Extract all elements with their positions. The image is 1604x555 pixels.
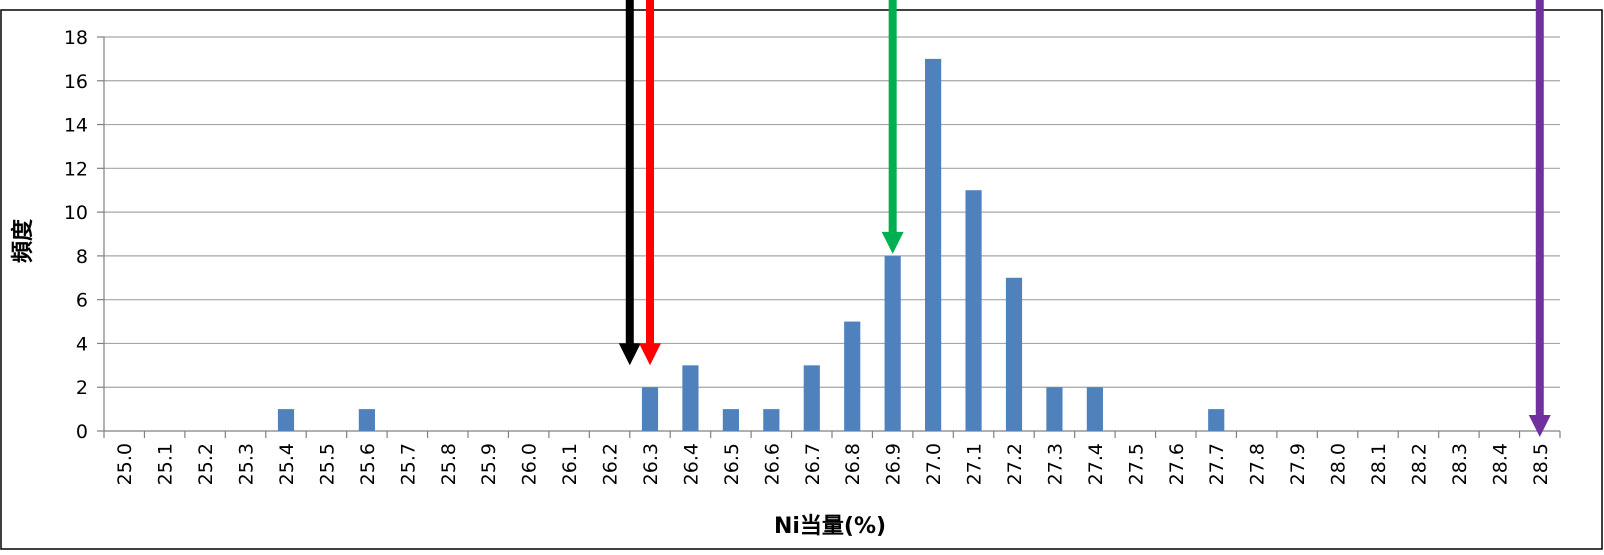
x-tick-label: 27.4: [1085, 443, 1107, 485]
x-tick-label: 25.8: [438, 443, 460, 485]
y-tick-label: 18: [64, 27, 88, 49]
x-tick-label: 28.1: [1368, 443, 1390, 485]
y-axis-label: 頻度: [10, 218, 36, 263]
x-tick-label: 26.9: [883, 443, 905, 485]
x-axis-ticks: 25.0 25.1 25.2 25.3 25.4 25.5 25.6 25.7 25.8 25.9…: [103, 431, 1561, 485]
bars-group: [277, 58, 1225, 432]
bar: [1208, 409, 1225, 431]
x-tick-label: 26.6: [761, 443, 783, 485]
bar: [722, 409, 739, 431]
y-tick-label: 16: [64, 71, 88, 93]
bar: [641, 387, 659, 431]
x-tick-label: 27.5: [1125, 443, 1147, 485]
x-tick-label: 26.2: [600, 443, 622, 485]
x-tick-label: 28.2: [1408, 443, 1430, 485]
x-tick-label: 25.6: [357, 443, 379, 485]
x-tick-label: 26.7: [802, 443, 824, 485]
bar: [884, 255, 901, 431]
y-tick-label: 4: [76, 333, 88, 355]
x-tick-label: 26.8: [842, 443, 864, 485]
bar: [844, 321, 861, 431]
x-tick-label: 25.1: [155, 443, 177, 485]
x-tick-label: 25.2: [195, 443, 217, 485]
bar: [925, 58, 942, 432]
x-tick-label: 27.9: [1287, 443, 1309, 485]
bar: [358, 409, 375, 431]
x-tick-label: 25.5: [316, 443, 338, 485]
x-tick-label: 25.9: [478, 443, 500, 485]
x-axis-label: Ni当量(%): [774, 514, 886, 539]
x-tick-label: 27.1: [964, 443, 986, 485]
x-tick-label: 27.8: [1247, 443, 1269, 485]
bar: [277, 409, 295, 431]
x-tick-label: 26.4: [680, 443, 702, 485]
bar: [1005, 277, 1023, 431]
x-tick-label: 28.5: [1530, 443, 1552, 485]
bar: [965, 190, 982, 431]
annotation-arrow: [881, 0, 904, 254]
y-tick-label: 0: [76, 421, 88, 443]
y-tick-label: 2: [76, 377, 88, 399]
y-tick-label: 8: [76, 246, 88, 268]
annotation-arrow: [1528, 0, 1551, 437]
x-tick-label: 27.6: [1166, 443, 1188, 485]
x-tick-label: 28.4: [1489, 443, 1511, 485]
annotation-arrow: [639, 0, 661, 366]
annotation-arrow: [618, 0, 641, 366]
x-tick-label: 25.4: [276, 443, 298, 485]
bar: [1086, 387, 1103, 431]
bar: [682, 365, 699, 431]
x-tick-label: 26.5: [721, 443, 743, 485]
x-tick-label: 27.2: [1004, 443, 1026, 485]
x-tick-label: 27.0: [923, 443, 945, 485]
x-tick-label: 26.1: [559, 443, 581, 485]
bar: [1046, 387, 1063, 431]
bar: [763, 409, 780, 431]
y-tick-label: 10: [64, 202, 88, 224]
y-tick-label: 14: [64, 115, 88, 137]
x-tick-label: 27.7: [1206, 443, 1228, 485]
x-tick-label: 25.0: [114, 443, 136, 485]
chart-border: [0, 9, 1603, 550]
annotation-arrows: [618, 0, 1551, 437]
y-tick-label: 6: [76, 290, 88, 312]
x-tick-label: 26.0: [519, 443, 541, 485]
bar: [803, 365, 820, 431]
x-tick-label: 28.3: [1449, 443, 1471, 485]
x-tick-label: 26.3: [640, 443, 662, 485]
y-axis-ticks: 0 2 4 6 8 10 12 14 16 18: [64, 27, 104, 443]
y-tick-label: 12: [64, 158, 88, 180]
x-tick-label: 27.3: [1044, 443, 1066, 485]
x-tick-label: 25.7: [397, 443, 419, 485]
x-tick-label: 25.3: [236, 443, 258, 485]
x-tick-label: 28.0: [1328, 443, 1350, 485]
